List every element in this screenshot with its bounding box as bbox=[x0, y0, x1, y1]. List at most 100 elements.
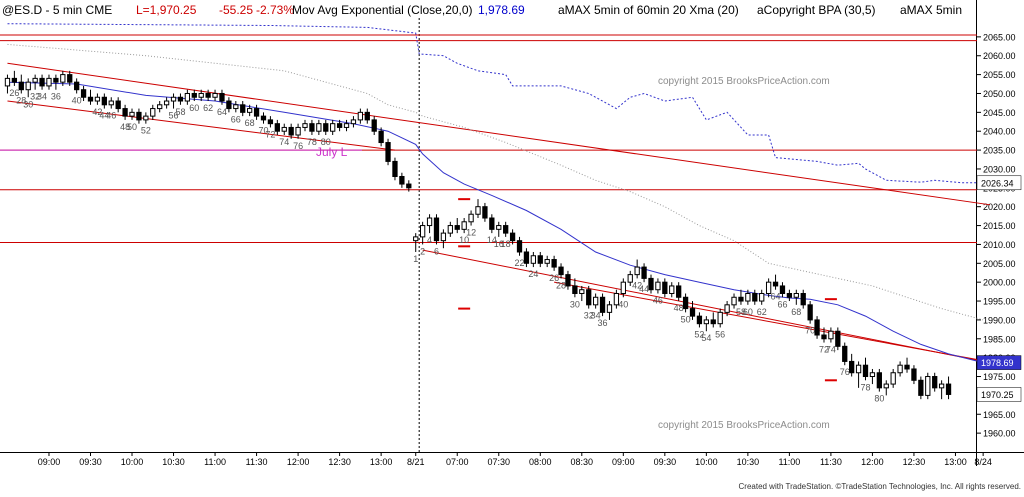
x-tick-label: 11:00 bbox=[778, 457, 800, 467]
candle-body bbox=[53, 77, 59, 83]
candle bbox=[551, 255, 557, 271]
candle-body bbox=[897, 364, 903, 374]
candle bbox=[357, 108, 364, 124]
candle-body bbox=[163, 100, 170, 106]
candle-body bbox=[703, 319, 709, 325]
candle bbox=[115, 97, 121, 113]
x-tick-label: 09:30 bbox=[79, 457, 102, 467]
candle-body bbox=[461, 221, 467, 230]
candle-body bbox=[800, 292, 806, 306]
candle bbox=[219, 89, 225, 105]
footer-credit: Created with TradeStation. ©TradeStation… bbox=[739, 482, 1022, 491]
candle bbox=[87, 89, 94, 105]
candle bbox=[565, 270, 571, 290]
candle-body bbox=[496, 225, 502, 230]
ema-line bbox=[7, 81, 984, 364]
candle bbox=[253, 104, 260, 120]
candle-body bbox=[862, 364, 869, 378]
candle-body bbox=[855, 364, 862, 374]
candle-body bbox=[835, 330, 841, 347]
candle bbox=[309, 119, 315, 135]
candle bbox=[94, 93, 101, 105]
bar-count-label: 52 bbox=[141, 126, 151, 136]
bar-count-label: 78 bbox=[860, 382, 870, 392]
candle bbox=[807, 301, 813, 324]
candle bbox=[779, 282, 786, 298]
bar-count-label: 64 bbox=[771, 292, 781, 302]
ema-price-badge-box bbox=[976, 355, 1022, 370]
candle bbox=[323, 119, 329, 135]
candle-body bbox=[143, 115, 149, 121]
candle-body bbox=[191, 92, 197, 98]
candle bbox=[918, 376, 924, 400]
y-tick-label: 2015.00 bbox=[983, 221, 1016, 231]
candle bbox=[191, 89, 197, 102]
candle-body bbox=[419, 225, 426, 238]
candle-body bbox=[765, 281, 772, 294]
y-tick-label: 2060.00 bbox=[983, 51, 1016, 61]
bar-count-label: 10 bbox=[459, 235, 469, 245]
y-tick-label: 1965.00 bbox=[983, 410, 1016, 420]
y-tick-label: 2020.00 bbox=[983, 202, 1016, 212]
bar-count-label: 58 bbox=[736, 307, 746, 317]
candle bbox=[53, 74, 59, 90]
candle-body bbox=[945, 383, 952, 395]
candle bbox=[911, 365, 917, 385]
bar-count-label: 36 bbox=[51, 92, 61, 102]
candle-body bbox=[94, 96, 101, 102]
bar-count-label: 48 bbox=[120, 122, 130, 132]
candle bbox=[419, 221, 426, 245]
candle bbox=[330, 119, 336, 135]
candle-body bbox=[724, 304, 730, 313]
x-tick-label: 13:00 bbox=[944, 457, 967, 467]
candle bbox=[198, 89, 204, 102]
bar-count-label: 26 bbox=[549, 273, 559, 283]
candle bbox=[772, 274, 779, 290]
candle-body bbox=[468, 213, 474, 223]
candle-body bbox=[274, 123, 280, 132]
candle bbox=[932, 372, 938, 392]
amax-price-badge-box bbox=[976, 175, 1022, 191]
candle-body bbox=[551, 259, 557, 268]
candle-body bbox=[752, 292, 758, 302]
bar-count-label: 46 bbox=[106, 111, 116, 121]
x-tick-label: 08:00 bbox=[529, 457, 552, 467]
candle bbox=[897, 361, 903, 377]
candle-body bbox=[32, 77, 38, 83]
candle-body bbox=[606, 304, 613, 313]
candle bbox=[489, 214, 495, 234]
bar-count-label: 24 bbox=[528, 269, 538, 279]
candle bbox=[724, 301, 730, 317]
candle-body bbox=[295, 126, 301, 136]
candle bbox=[60, 70, 66, 86]
candle-body bbox=[336, 123, 343, 128]
candle-body bbox=[689, 308, 696, 317]
candle-body bbox=[364, 111, 370, 121]
bar-count-label: 58 bbox=[175, 107, 185, 117]
candle bbox=[703, 316, 709, 332]
candle-body bbox=[814, 319, 820, 336]
bar-count-label: 70 bbox=[805, 326, 815, 336]
candle-body bbox=[80, 89, 87, 98]
candle-body bbox=[849, 360, 855, 374]
candle bbox=[586, 285, 592, 309]
candle-body bbox=[426, 217, 433, 227]
candle bbox=[461, 218, 467, 234]
candle-body bbox=[46, 77, 52, 87]
candle bbox=[170, 93, 177, 109]
candle bbox=[572, 278, 578, 298]
candle bbox=[544, 255, 550, 268]
candle bbox=[862, 357, 869, 381]
candle bbox=[634, 259, 640, 279]
candle-body bbox=[4, 77, 11, 87]
x-tick-label: 8/24 bbox=[974, 457, 992, 467]
candle bbox=[378, 127, 384, 147]
bar-count-label: 18 bbox=[501, 239, 511, 249]
candle-body bbox=[392, 160, 398, 178]
candle-body bbox=[260, 115, 267, 121]
header-symbol: @ES.D - 5 min CME bbox=[2, 3, 112, 17]
candle bbox=[682, 293, 689, 313]
